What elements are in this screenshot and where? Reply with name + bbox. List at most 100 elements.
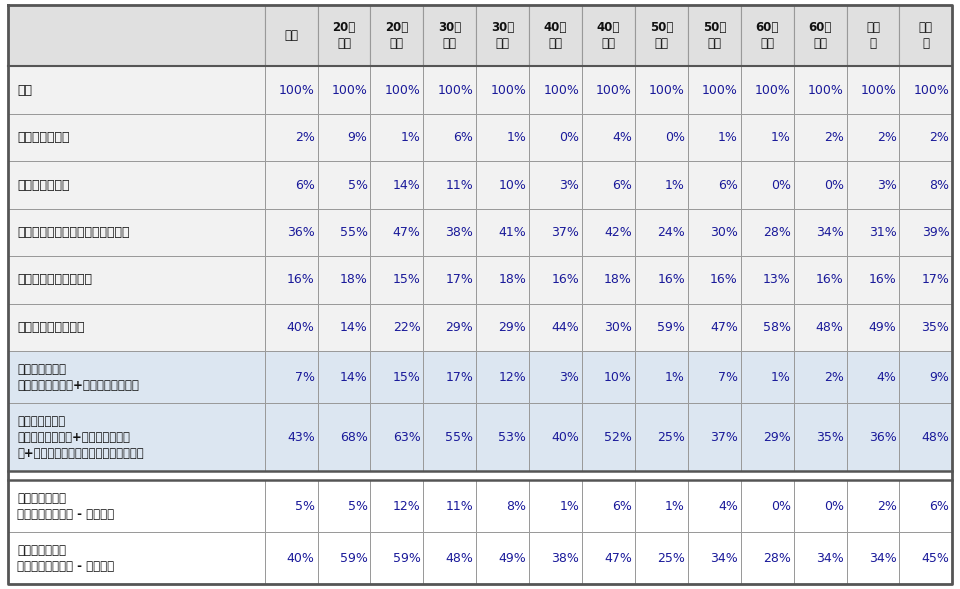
Text: 18%: 18%	[604, 273, 632, 286]
Bar	[741, 256, 794, 303]
Text: 68%: 68%	[340, 431, 368, 444]
Text: 20代
女性: 20代 女性	[385, 21, 409, 50]
Bar	[794, 256, 847, 303]
Bar	[529, 303, 582, 351]
Bar	[900, 532, 952, 584]
Bar	[900, 403, 952, 471]
Bar	[476, 67, 529, 114]
Text: 100%: 100%	[438, 84, 473, 97]
Bar	[318, 161, 371, 209]
Bar	[687, 351, 741, 403]
Bar	[687, 256, 741, 303]
Text: 0%: 0%	[771, 178, 791, 191]
Bar	[371, 67, 423, 114]
Text: 40代
男性: 40代 男性	[544, 21, 567, 50]
Bar	[794, 114, 847, 161]
Text: 2%: 2%	[876, 131, 897, 144]
Bar	[582, 532, 635, 584]
Text: 10%: 10%	[498, 178, 526, 191]
Text: 積極的利用意向
（ぜひ利用したい+まあ利用したい）: 積極的利用意向 （ぜひ利用したい+まあ利用したい）	[17, 362, 139, 392]
Text: 48%: 48%	[922, 431, 949, 444]
Bar	[847, 351, 900, 403]
Bar	[318, 67, 371, 114]
Bar	[794, 351, 847, 403]
Bar	[900, 303, 952, 351]
Bar	[635, 303, 687, 351]
Text: 7%: 7%	[295, 370, 315, 383]
Bar	[423, 256, 476, 303]
Bar	[529, 403, 582, 471]
Bar	[371, 5, 423, 67]
Text: 100%: 100%	[278, 84, 315, 97]
Bar	[741, 303, 794, 351]
Bar	[476, 403, 529, 471]
Text: 25%: 25%	[657, 552, 684, 565]
Text: 5%: 5%	[348, 178, 368, 191]
Bar	[847, 209, 900, 256]
Text: 16%: 16%	[658, 273, 684, 286]
Bar	[318, 403, 371, 471]
Text: 45%: 45%	[922, 552, 949, 565]
Text: 全体: 全体	[284, 29, 298, 42]
Text: 1%: 1%	[400, 131, 420, 144]
Bar	[687, 161, 741, 209]
Bar	[582, 403, 635, 471]
Text: 6%: 6%	[718, 178, 738, 191]
Text: 28%: 28%	[763, 226, 791, 239]
Bar	[582, 161, 635, 209]
Bar	[794, 209, 847, 256]
Text: 0%: 0%	[559, 131, 579, 144]
Text: 37%: 37%	[551, 226, 579, 239]
Bar	[635, 256, 687, 303]
Text: 1%: 1%	[771, 370, 791, 383]
Bar	[529, 209, 582, 256]
Bar	[635, 480, 687, 532]
Text: 1%: 1%	[560, 500, 579, 513]
Bar	[635, 161, 687, 209]
Text: 29%: 29%	[445, 321, 473, 334]
Text: 28%: 28%	[763, 552, 791, 565]
Text: 41%: 41%	[498, 226, 526, 239]
Text: 1%: 1%	[506, 131, 526, 144]
Text: 2%: 2%	[929, 131, 949, 144]
Bar	[741, 351, 794, 403]
Bar	[318, 480, 371, 532]
Text: 8%: 8%	[929, 178, 949, 191]
Bar	[371, 403, 423, 471]
Bar	[265, 209, 318, 256]
Text: 25%: 25%	[657, 431, 684, 444]
Text: 48%: 48%	[445, 552, 473, 565]
Text: 60代
女性: 60代 女性	[808, 21, 831, 50]
Text: 10%: 10%	[604, 370, 632, 383]
Bar	[265, 256, 318, 303]
Text: 100%: 100%	[755, 84, 791, 97]
Text: 11%: 11%	[445, 178, 473, 191]
Bar	[265, 67, 318, 114]
Bar	[582, 480, 635, 532]
Text: 55%: 55%	[340, 226, 368, 239]
Bar	[582, 209, 635, 256]
Bar	[741, 161, 794, 209]
Bar	[423, 480, 476, 532]
Bar	[794, 532, 847, 584]
Text: 16%: 16%	[287, 273, 315, 286]
Text: 16%: 16%	[551, 273, 579, 286]
Bar	[847, 532, 900, 584]
Bar	[318, 114, 371, 161]
Text: 29%: 29%	[763, 431, 791, 444]
Text: 38%: 38%	[445, 226, 473, 239]
Text: 2%: 2%	[295, 131, 315, 144]
Text: 53%: 53%	[498, 431, 526, 444]
Text: まあ利用したい: まあ利用したい	[17, 178, 70, 191]
Text: 0%: 0%	[771, 500, 791, 513]
Bar	[423, 532, 476, 584]
Bar	[847, 256, 900, 303]
Text: 59%: 59%	[657, 321, 684, 334]
Bar	[318, 256, 371, 303]
Bar	[476, 114, 529, 161]
Text: 1%: 1%	[665, 500, 684, 513]
Bar	[265, 114, 318, 161]
Text: 50代
男性: 50代 男性	[650, 21, 673, 50]
Text: 49%: 49%	[498, 552, 526, 565]
Bar	[794, 67, 847, 114]
